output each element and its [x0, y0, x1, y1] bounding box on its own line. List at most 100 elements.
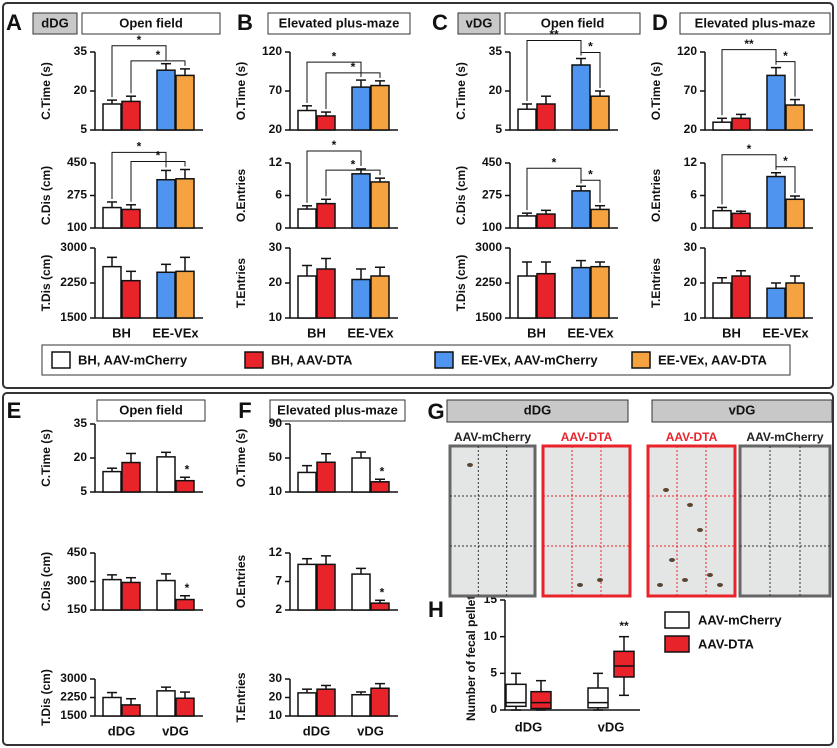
y-axis-label: C.Dis (cm): [39, 166, 53, 225]
bar: [121, 581, 141, 611]
bar: [102, 470, 122, 493]
significance-label: **: [744, 37, 754, 51]
bar: [712, 282, 732, 319]
y-tick-label: 20: [684, 122, 698, 136]
y-axis-label: C.Dis (cm): [454, 166, 468, 225]
bar: [175, 598, 195, 611]
bar: [370, 181, 390, 229]
significance-label: *: [332, 138, 337, 152]
panel-label: D: [652, 10, 668, 35]
bar: [102, 696, 122, 717]
x-tick-label: vDG: [357, 723, 384, 738]
bar: [175, 697, 195, 717]
y-tick-label: 12: [269, 545, 283, 559]
y-tick-label: 10: [684, 310, 698, 324]
panel-label: C: [432, 10, 448, 35]
bar: [785, 282, 805, 319]
bar: [297, 109, 317, 131]
y-axis-label: C.Dis (cm): [39, 552, 53, 611]
photo-label: AAV-DTA: [561, 430, 613, 444]
y-tick-label: 12: [269, 155, 283, 169]
bar: [316, 202, 336, 229]
y-tick-label: 10: [484, 629, 498, 643]
significance-label: *: [588, 167, 593, 181]
group-label: vDG: [729, 402, 756, 417]
y-tick-label: 10: [269, 708, 283, 722]
panel-title: Open field: [541, 15, 605, 30]
y-tick-label: 6: [690, 188, 697, 202]
panel-title: Elevated plus-maze: [277, 402, 398, 417]
y-tick-label: 12: [684, 155, 698, 169]
bar: [102, 206, 122, 229]
significance-label: *: [380, 585, 385, 599]
bar: [297, 275, 317, 319]
pellet: [597, 578, 603, 582]
box: [530, 690, 552, 710]
bar: [297, 471, 317, 493]
bar: [351, 457, 371, 493]
y-tick-label: 0: [690, 220, 697, 234]
y-tick-label: 10: [269, 310, 283, 324]
bar: [370, 687, 390, 717]
y-axis-label: O.Entries: [234, 555, 248, 609]
significance-label: *: [137, 33, 142, 47]
x-tick-label: BH: [112, 325, 131, 340]
bar: [316, 268, 336, 319]
x-tick-label: EE-VEx: [152, 325, 199, 340]
bar: [536, 272, 556, 319]
photo-label: AAV-mCherry: [746, 430, 823, 444]
bar: [731, 275, 751, 319]
bar: [156, 456, 176, 493]
y-tick-label: 20: [269, 690, 283, 704]
bottom-frame: [2, 392, 834, 746]
y-tick-label: 7: [275, 574, 282, 588]
pellet: [682, 578, 688, 582]
pellet: [657, 583, 663, 587]
bar: [370, 84, 390, 131]
legend-box: [41, 344, 791, 376]
bar: [785, 198, 805, 229]
bar: [156, 690, 176, 717]
x-tick-label: BH: [307, 325, 326, 340]
bar: [571, 266, 591, 319]
significance-label: *: [185, 462, 190, 476]
y-tick-label: 50: [269, 450, 283, 464]
bar: [766, 175, 786, 229]
top-frame: [2, 2, 834, 389]
photo: [541, 444, 632, 598]
y-tick-label: 70: [684, 83, 698, 97]
y-tick-label: 2250: [475, 275, 502, 289]
bar: [102, 103, 122, 131]
pellet: [697, 528, 703, 532]
bar: [121, 704, 141, 717]
pellet: [669, 558, 675, 562]
legend-label: BH, AAV-mCherry: [78, 352, 188, 367]
title-box: [96, 399, 206, 422]
x-tick-label: BH: [527, 325, 546, 340]
y-tick-label: 35: [489, 44, 503, 58]
y-tick-label: 2250: [60, 690, 87, 704]
bar: [175, 178, 195, 229]
bar: [590, 208, 610, 229]
significance-label: *: [783, 154, 788, 168]
significance-bracket: [775, 166, 796, 194]
y-tick-label: 450: [67, 155, 87, 169]
y-tick-label: 2250: [60, 275, 87, 289]
y-tick-label: 20: [269, 275, 283, 289]
panel-label: F: [238, 398, 251, 423]
bar: [316, 688, 336, 717]
pellet: [467, 463, 473, 467]
bar: [590, 265, 610, 319]
panel-title: Open field: [119, 402, 183, 417]
photo: [448, 444, 537, 598]
bar: [571, 64, 591, 131]
panel-tag: dDG: [41, 15, 68, 30]
group-box: [651, 399, 833, 423]
box: [505, 683, 527, 708]
x-tick-label: vDG: [162, 723, 189, 738]
bar: [297, 563, 317, 611]
y-tick-label: 1500: [475, 310, 502, 324]
box: [613, 650, 635, 678]
y-tick-label: 30: [269, 240, 283, 254]
